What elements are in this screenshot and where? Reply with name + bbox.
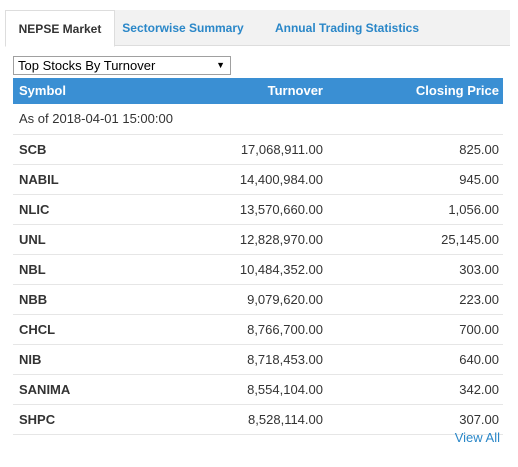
table-row: NBB 9,079,620.00 223.00 — [13, 285, 503, 315]
table-row: NIB 8,718,453.00 640.00 — [13, 345, 503, 375]
cell-turnover: 17,068,911.00 — [240, 142, 323, 157]
cell-closing-price: 825.00 — [459, 142, 499, 157]
view-all-link[interactable]: View All — [454, 430, 500, 445]
cell-symbol: NBL — [19, 262, 46, 277]
cell-symbol: CHCL — [19, 322, 56, 337]
cell-turnover: 9,079,620.00 — [247, 292, 323, 307]
cell-symbol: NLIC — [19, 202, 50, 217]
table-header: Symbol Turnover Closing Price — [13, 78, 503, 104]
top-stocks-table: Symbol Turnover Closing Price As of 2018… — [13, 78, 503, 435]
as-of-timestamp: As of 2018-04-01 15:00:00 — [13, 104, 503, 135]
cell-closing-price: 700.00 — [459, 322, 499, 337]
header-symbol: Symbol — [19, 83, 66, 98]
cell-symbol: NABIL — [19, 172, 59, 187]
cell-closing-price: 307.00 — [459, 412, 499, 427]
header-turnover: Turnover — [267, 83, 323, 98]
table-body: SCB 17,068,911.00 825.00 NABIL 14,400,984.00… — [13, 135, 503, 435]
tab-annual-trading-statistics[interactable]: Annual Trading Statistics — [274, 21, 420, 35]
cell-symbol: NIB — [19, 352, 42, 367]
cell-closing-price: 303.00 — [459, 262, 499, 277]
table-row: NBL 10,484,352.00 303.00 — [13, 255, 503, 285]
tab-nepse-market[interactable]: NEPSE Market — [5, 10, 115, 47]
cell-turnover: 8,554,104.00 — [247, 382, 323, 397]
table-row: SANIMA 8,554,104.00 342.00 — [13, 375, 503, 405]
stock-filter-value: Top Stocks By Turnover — [18, 58, 156, 73]
tab-bar: NEPSE Market Sectorwise Summary Annual T… — [5, 10, 510, 47]
cell-symbol: SHPC — [19, 412, 56, 427]
stock-filter-select[interactable]: Top Stocks By Turnover ▼ — [13, 56, 231, 75]
table-row: CHCL 8,766,700.00 700.00 — [13, 315, 503, 345]
table-row: SHPC 8,528,114.00 307.00 — [13, 405, 503, 435]
cell-closing-price: 342.00 — [459, 382, 499, 397]
cell-turnover: 12,828,970.00 — [239, 232, 323, 247]
cell-symbol: SANIMA — [19, 382, 71, 397]
table-row: SCB 17,068,911.00 825.00 — [13, 135, 503, 165]
table-row: UNL 12,828,970.00 25,145.00 — [13, 225, 503, 255]
table-row: NLIC 13,570,660.00 1,056.00 — [13, 195, 503, 225]
tab-sectorwise-summary[interactable]: Sectorwise Summary — [122, 21, 244, 35]
table-row: NABIL 14,400,984.00 945.00 — [13, 165, 503, 195]
cell-turnover: 13,570,660.00 — [239, 202, 323, 217]
cell-turnover: 10,484,352.00 — [239, 262, 323, 277]
cell-turnover: 8,766,700.00 — [247, 322, 323, 337]
cell-turnover: 8,718,453.00 — [247, 352, 323, 367]
cell-turnover: 14,400,984.00 — [239, 172, 323, 187]
cell-symbol: UNL — [19, 232, 46, 247]
cell-turnover: 8,528,114.00 — [248, 412, 323, 427]
cell-symbol: NBB — [19, 292, 48, 307]
cell-symbol: SCB — [19, 142, 47, 157]
dropdown-arrow-icon: ▼ — [216, 60, 225, 70]
cell-closing-price: 25,145.00 — [441, 232, 499, 247]
cell-closing-price: 1,056.00 — [448, 202, 499, 217]
cell-closing-price: 640.00 — [459, 352, 499, 367]
cell-closing-price: 945.00 — [459, 172, 499, 187]
cell-closing-price: 223.00 — [459, 292, 499, 307]
header-closing-price: Closing Price — [415, 83, 499, 98]
